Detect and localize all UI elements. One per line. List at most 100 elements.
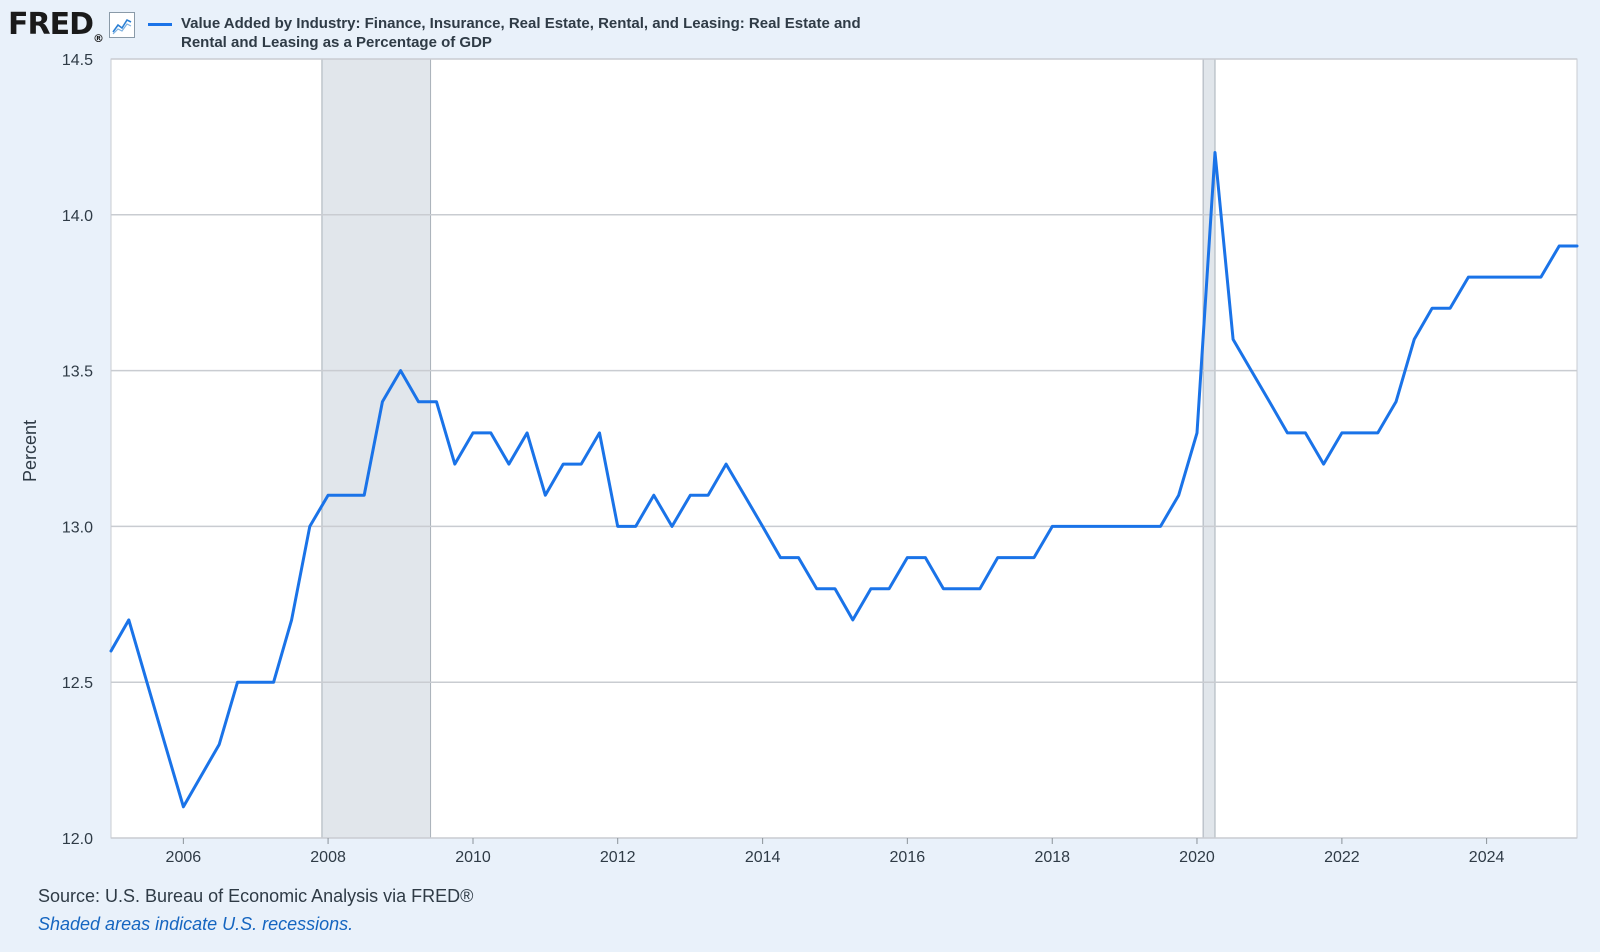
- data-point: [779, 556, 782, 559]
- data-point: [1449, 307, 1451, 309]
- data-point: [508, 463, 510, 465]
- data-point: [454, 463, 456, 465]
- fred-logo[interactable]: FRED®: [8, 7, 104, 46]
- data-point: [1467, 276, 1469, 278]
- data-point: [363, 494, 365, 496]
- data-point: [1051, 525, 1053, 528]
- data-point: [200, 775, 202, 777]
- data-point: [146, 681, 148, 683]
- y-axis-label: Percent: [20, 420, 40, 482]
- data-point: [617, 525, 619, 528]
- data-point: [1540, 276, 1542, 278]
- y-tick-label: 14.5: [62, 52, 93, 69]
- data-point: [580, 463, 582, 465]
- data-point: [797, 556, 800, 559]
- y-tick-label: 14.0: [62, 208, 93, 225]
- x-tick-label: 2018: [1034, 849, 1070, 866]
- data-point: [417, 401, 420, 403]
- data-point: [1323, 463, 1325, 465]
- data-point: [653, 494, 655, 496]
- data-point: [1431, 307, 1433, 309]
- data-point: [762, 525, 764, 528]
- legend-series-label: Value Added by Industry: Finance, Insura…: [181, 15, 861, 51]
- data-point: [997, 556, 999, 559]
- data-point: [1486, 276, 1488, 278]
- data-point: [1124, 525, 1126, 528]
- data-point: [544, 494, 546, 496]
- data-point: [1504, 276, 1506, 278]
- data-point: [635, 525, 637, 528]
- data-point: [816, 588, 818, 590]
- y-tick-label: 13.5: [62, 364, 93, 381]
- data-point: [182, 806, 184, 808]
- data-point: [979, 588, 981, 590]
- data-point: [852, 619, 854, 621]
- data-point: [725, 463, 727, 465]
- recession-note[interactable]: Shaded areas indicate U.S. recessions.: [38, 914, 354, 934]
- data-point: [1576, 245, 1578, 247]
- y-axis-ticks: 12.0 12.5 13.0 13.5 14.0 14.5: [62, 52, 93, 848]
- data-point: [1033, 556, 1035, 559]
- data-point: [743, 494, 745, 496]
- data-point: [689, 494, 691, 496]
- data-point: [1341, 432, 1343, 434]
- y-tick-label: 13.0: [62, 519, 93, 536]
- source-note: Source: U.S. Bureau of Economic Analysis…: [38, 886, 474, 906]
- data-point: [435, 401, 438, 403]
- data-point: [490, 432, 492, 434]
- data-point: [1522, 276, 1524, 278]
- data-point: [1141, 525, 1144, 528]
- data-point: [924, 556, 926, 559]
- data-point: [218, 743, 220, 746]
- x-tick-label: 2016: [890, 849, 926, 866]
- y-tick-label: 12.5: [62, 675, 93, 692]
- series-line: [109, 151, 1579, 809]
- data-point: [1015, 556, 1017, 559]
- data-point: [381, 401, 383, 403]
- data-point: [272, 681, 275, 683]
- series-lines: [109, 151, 1579, 809]
- data-point: [327, 494, 329, 496]
- data-point: [1359, 432, 1361, 434]
- data-point: [345, 494, 347, 496]
- data-point: [1250, 370, 1252, 372]
- data-point: [1286, 432, 1288, 434]
- data-point: [671, 525, 673, 528]
- data-point: [164, 743, 166, 746]
- x-tick-label: 2022: [1324, 849, 1360, 866]
- data-point: [961, 588, 963, 590]
- fred-logo-text: FRED: [8, 7, 94, 42]
- data-point: [1558, 245, 1560, 247]
- data-point: [834, 588, 836, 590]
- y-tick-label: 12.0: [62, 831, 93, 848]
- data-point: [1196, 432, 1198, 434]
- data-point: [1304, 432, 1307, 434]
- data-point: [888, 588, 890, 590]
- x-tick-label: 2020: [1179, 849, 1215, 866]
- data-point: [1232, 338, 1234, 341]
- line-graph-icon[interactable]: [109, 12, 135, 38]
- data-point: [707, 494, 709, 496]
- legend[interactable]: Value Added by Industry: Finance, Insura…: [148, 14, 908, 52]
- legend-swatch: [148, 23, 172, 26]
- data-point: [1105, 525, 1107, 528]
- data-point: [562, 463, 564, 465]
- data-point: [1268, 401, 1271, 403]
- data-point: [290, 619, 293, 621]
- data-point: [1395, 401, 1397, 403]
- x-tick-label: 2008: [310, 849, 346, 866]
- registered-mark: ®: [93, 32, 104, 45]
- data-point: [309, 525, 311, 528]
- x-tick-label: 2024: [1469, 849, 1505, 866]
- recession-band: [321, 58, 432, 839]
- data-point: [110, 650, 112, 652]
- data-point: [1413, 338, 1415, 341]
- data-point: [400, 370, 402, 372]
- x-tick-label: 2010: [455, 849, 491, 866]
- data-point: [942, 588, 945, 590]
- x-tick-label: 2014: [745, 849, 781, 866]
- data-point: [1159, 525, 1162, 528]
- data-point: [870, 588, 872, 590]
- x-axis-ticks: 2006 2008 2010 2012 2014 2016 2018 2020 2022 2024: [166, 838, 1505, 866]
